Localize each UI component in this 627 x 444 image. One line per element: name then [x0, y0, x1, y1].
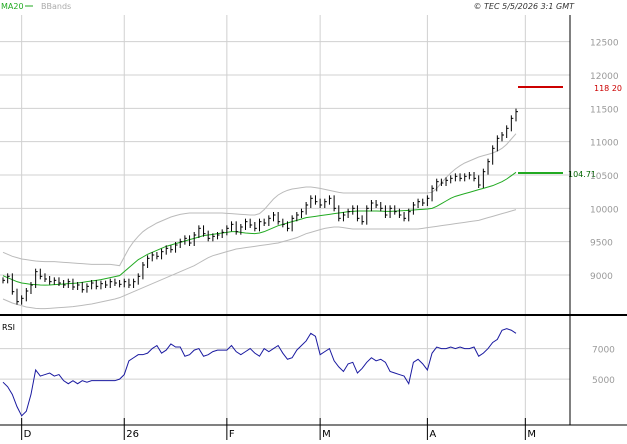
rsi-title: RSI [2, 323, 15, 332]
bband-upper-line [2, 133, 517, 267]
bollinger-bands [2, 133, 517, 310]
ma20-line [2, 171, 517, 286]
x-axis: D 26 F M A M [21, 418, 536, 440]
header-timestamp: © TEC 5/5/2026 3:1 GMT [474, 2, 576, 11]
price-tick-label: 9500 [590, 239, 613, 249]
x-tick-label: A [429, 429, 436, 440]
rsi-tick-label: 5000 [592, 376, 615, 386]
x-tick-label: M [322, 429, 331, 440]
price-annotations: 118 20 104.71 [518, 84, 622, 179]
x-tick-label: M [527, 429, 536, 440]
legend-bbands: BBands [41, 2, 71, 11]
price-bars [2, 108, 518, 305]
price-tick-label: 11000 [590, 139, 619, 149]
x-tick-label: F [229, 429, 235, 440]
bband-lower-line [2, 209, 517, 310]
price-panel-grid [0, 15, 570, 425]
price-tick-label: 10500 [590, 172, 619, 182]
rsi-polyline [2, 328, 517, 417]
ma-marker-label: 104.71 [568, 170, 596, 179]
rsi-y-axis: 5000 7000 [592, 346, 615, 387]
price-tick-label: 10000 [590, 205, 619, 215]
x-tick-label: D [24, 429, 32, 440]
price-y-axis: 9000 9500 10000 10500 11000 11500 12000 12500 [590, 39, 619, 282]
price-tick-label: 9000 [590, 272, 613, 282]
price-tick-label: 12500 [590, 39, 619, 49]
ma20-polyline [2, 171, 517, 286]
price-tick-label: 12000 [590, 72, 619, 82]
rsi-line [2, 328, 517, 417]
target-label: 118 20 [594, 84, 622, 93]
price-tick-label: 11500 [590, 105, 619, 115]
rsi-tick-label: 7000 [592, 346, 615, 356]
x-tick-label: 26 [126, 429, 139, 440]
legend-ma20: MA20 [1, 2, 24, 11]
